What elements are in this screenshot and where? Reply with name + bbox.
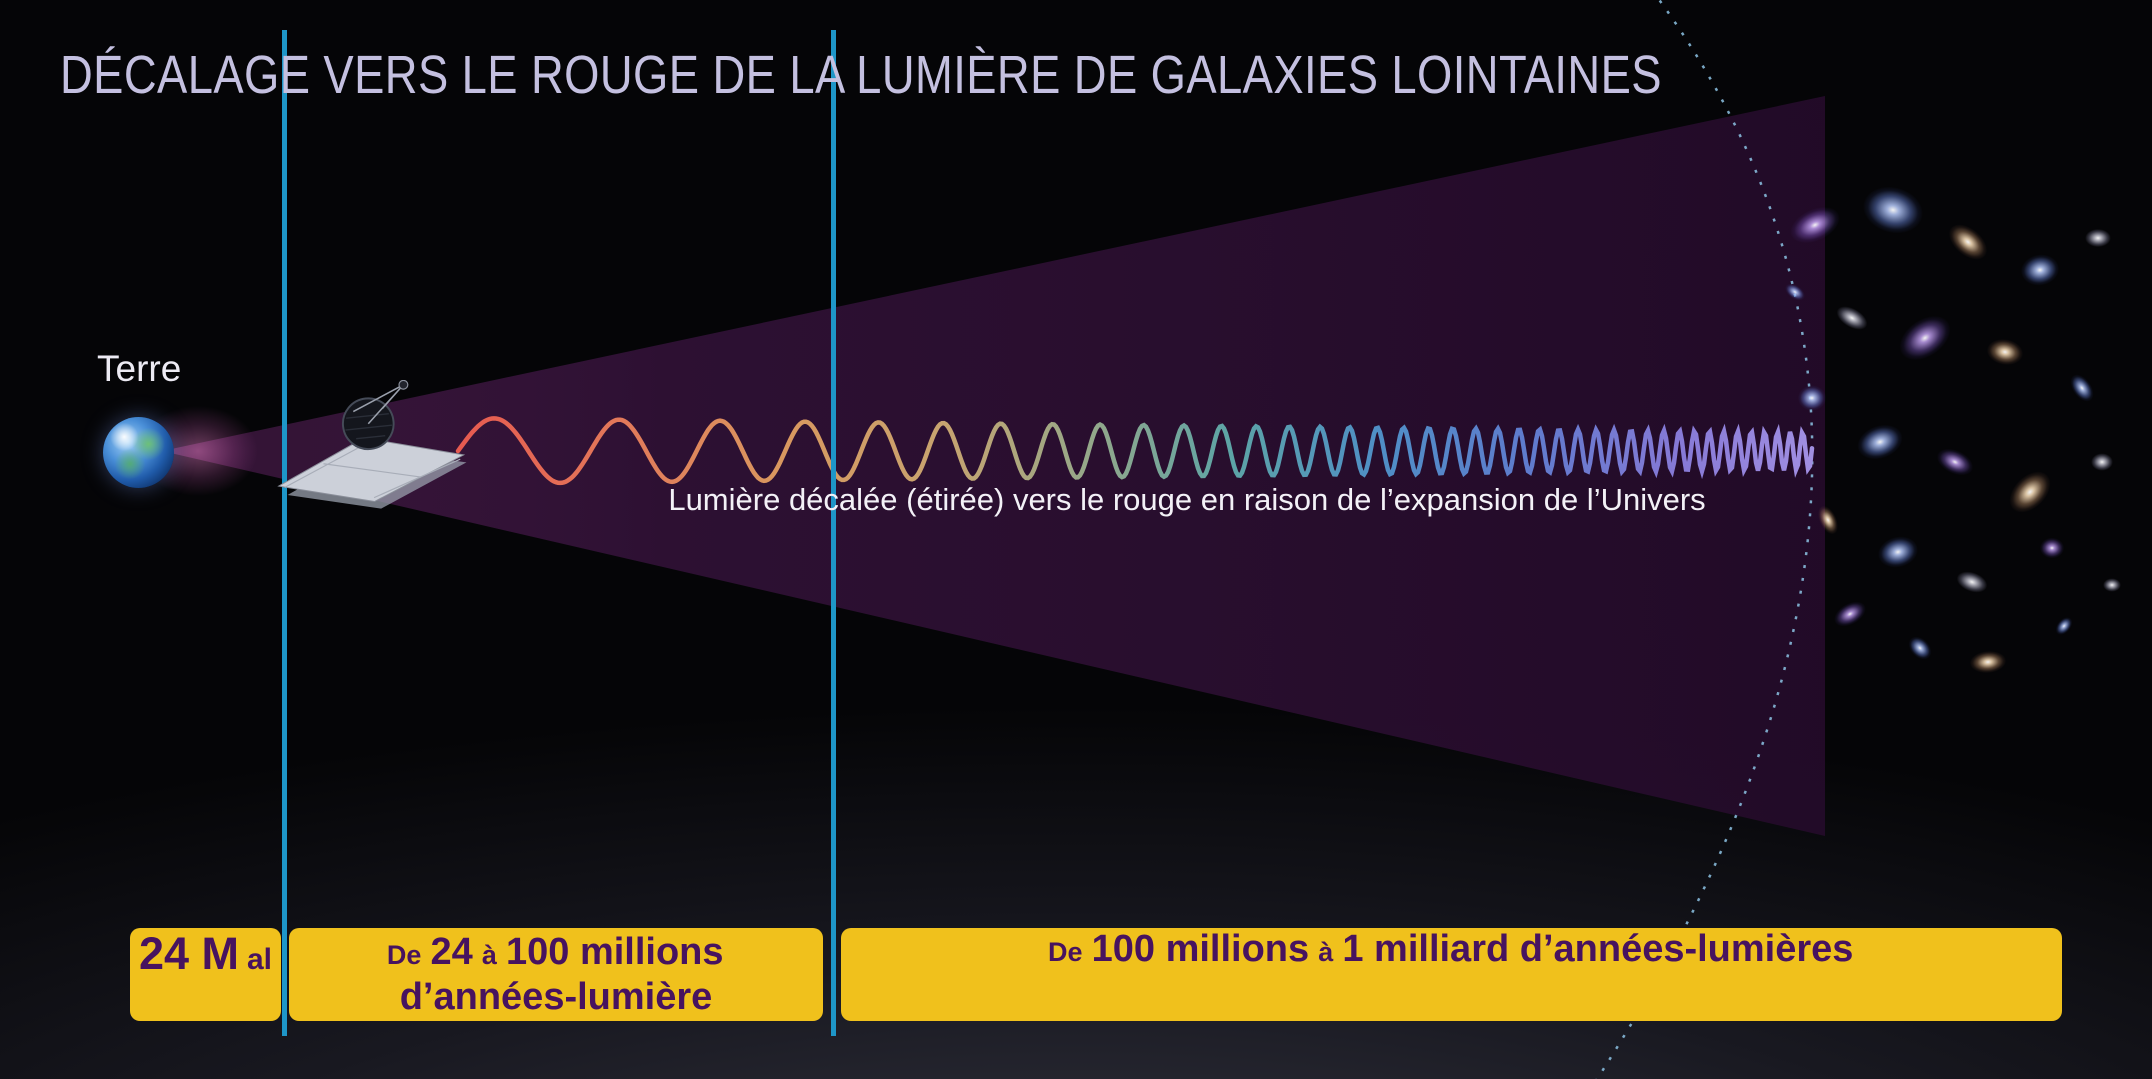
galaxy-icon: [1798, 385, 1826, 411]
redshift-wave: [455, 416, 1815, 486]
jwst-telescope-icon: [277, 380, 467, 509]
scale-unit: al: [247, 943, 273, 976]
distance-marker-line-2: [831, 30, 836, 1036]
range-to-word: à: [481, 940, 497, 970]
range-prefix: De: [386, 940, 422, 970]
scale-range-line-2: d’années-lumière: [394, 976, 717, 1018]
galaxy-icon: [2040, 537, 2064, 559]
range-from: 100 millions: [1091, 928, 1310, 970]
scale-value: 24 M: [138, 928, 239, 979]
range-unit: d’années-lumière: [399, 976, 713, 1018]
scale-range-line-1: De 24 à 100 millions: [383, 931, 729, 976]
earth-icon: [103, 417, 174, 488]
galaxy-icon: [2091, 453, 2113, 471]
light-cone: [162, 96, 1825, 836]
range-from: 24: [430, 931, 473, 973]
scale-bar-segment-3: De 100 millions à 1 milliard d’années-lu…: [841, 928, 2062, 1021]
galaxy-icon: [2103, 578, 2121, 592]
range-to: 1 milliard d’années-lumières: [1342, 928, 1854, 970]
scale-bar-segment-1: 24 M al: [130, 928, 281, 1021]
scale-bar-segment-2: De 24 à 100 millions d’années-lumière: [289, 928, 823, 1021]
range-to: 100 millions: [505, 931, 724, 973]
distance-marker-line-1: [282, 30, 287, 1036]
galaxy-icon: [2085, 228, 2111, 248]
page-title: DÉCALAGE VERS LE ROUGE DE LA LUMIÈRE DE …: [60, 45, 1662, 105]
range-to-word: à: [1318, 937, 1334, 967]
earth-label: Terre: [97, 348, 182, 389]
range-prefix: De: [1048, 937, 1083, 967]
wave-caption: Lumière décalée (étirée) vers le rouge e…: [668, 482, 1706, 517]
